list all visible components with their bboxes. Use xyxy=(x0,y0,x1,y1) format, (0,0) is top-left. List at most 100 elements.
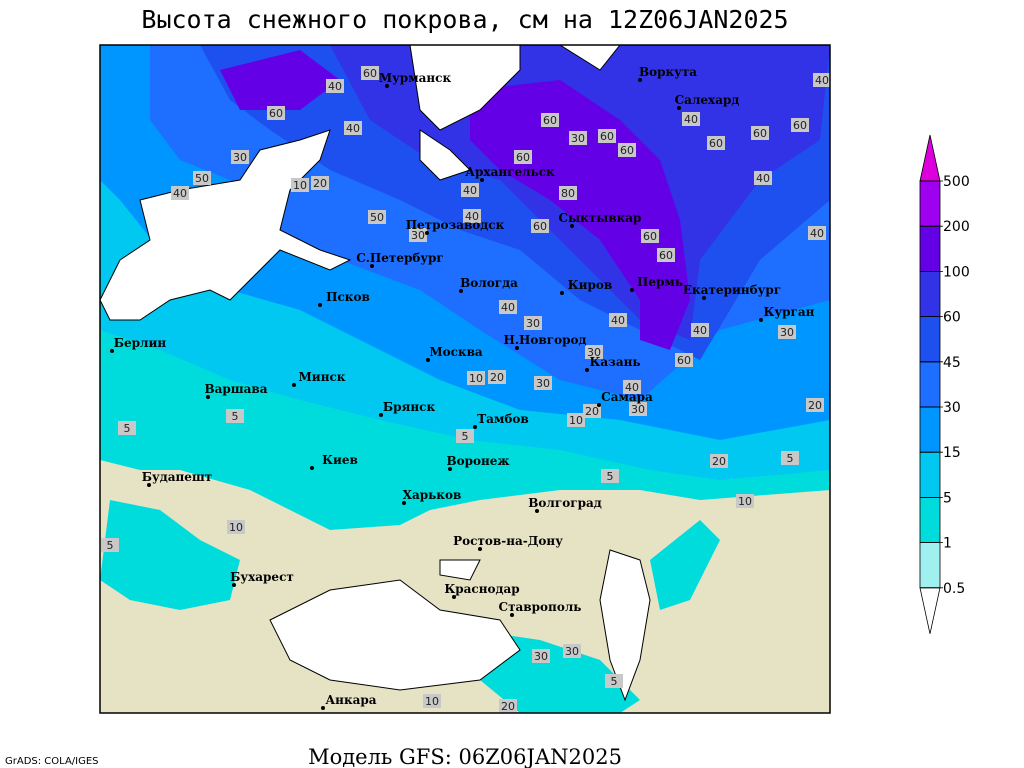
contour-label: 5 xyxy=(462,430,469,443)
contour-label-box xyxy=(524,316,542,330)
city-label: Воронеж xyxy=(446,454,509,468)
contour-label-box xyxy=(601,469,619,483)
title: Высота снежного покрова, см на 12Z06JAN2… xyxy=(141,5,788,34)
city-dot xyxy=(459,289,463,293)
city-dot xyxy=(452,595,456,599)
contour-label: 30 xyxy=(631,403,645,416)
contour-label-box xyxy=(567,413,585,427)
legend-label: 0.5 xyxy=(943,581,965,597)
city-dot xyxy=(385,84,389,88)
city-dot xyxy=(321,706,325,710)
snow-zone xyxy=(220,50,340,110)
contour-label-box xyxy=(813,73,830,87)
contour-label: 40 xyxy=(465,210,479,223)
contour-label-box xyxy=(598,129,616,143)
contour-label-box xyxy=(118,421,136,435)
contour-label: 10 xyxy=(229,521,243,534)
contour-label: 50 xyxy=(195,172,209,185)
city-dot xyxy=(638,78,642,82)
contour-label: 30 xyxy=(571,132,585,145)
contour-label: 5 xyxy=(124,422,131,435)
contour-label-box xyxy=(629,402,647,416)
contour-label: 30 xyxy=(536,377,550,390)
city-label: Сыктывкар xyxy=(559,211,642,225)
contour-label: 40 xyxy=(463,184,477,197)
city-dot xyxy=(535,509,539,513)
contour-label-box xyxy=(563,644,581,658)
contour-label: 20 xyxy=(808,399,822,412)
contour-label-box xyxy=(267,106,285,120)
contour-label: 5 xyxy=(787,452,794,465)
city-dot xyxy=(478,547,482,551)
contour-label: 40 xyxy=(815,74,829,87)
contour-label-box xyxy=(675,353,693,367)
legend-swatch xyxy=(919,542,941,589)
contour-label-box xyxy=(569,131,587,145)
contour-label-box xyxy=(456,429,474,443)
city-label: Волгоград xyxy=(528,496,601,510)
contour-label-box xyxy=(682,112,700,126)
city-label: Ростов-на-Дону xyxy=(453,534,563,548)
city-dot xyxy=(318,303,322,307)
city-label: Пермь xyxy=(637,275,683,289)
contour-label: 40 xyxy=(684,113,698,126)
contour-label: 40 xyxy=(346,122,360,135)
legend-label: 100 xyxy=(943,264,970,280)
city-label: Киев xyxy=(322,453,358,467)
contour-label: 60 xyxy=(600,130,614,143)
legend-swatch xyxy=(919,316,941,363)
city-label: Брянск xyxy=(383,400,436,414)
contour-label: 40 xyxy=(625,381,639,394)
contour-label-box xyxy=(193,171,211,185)
contour-label-box xyxy=(691,323,709,337)
contour-label: 5 xyxy=(107,539,114,552)
contour-label-box xyxy=(559,186,577,200)
contour-label-box xyxy=(467,371,485,385)
city-label: Будапешт xyxy=(142,470,212,484)
contour-label-box xyxy=(344,121,362,135)
contour-label-box xyxy=(101,538,119,552)
city-label: Петрозаводск xyxy=(406,218,505,232)
legend-label: 200 xyxy=(943,219,970,235)
city-label: Варшава xyxy=(204,382,267,396)
city-dot xyxy=(402,501,406,505)
contour-label: 40 xyxy=(756,172,770,185)
contour-label: 40 xyxy=(611,314,625,327)
contour-label: 60 xyxy=(677,354,691,367)
contour-label-box xyxy=(423,694,441,708)
city-dot xyxy=(110,349,114,353)
legend-label: 30 xyxy=(943,400,961,416)
city-label: Архангельск xyxy=(465,165,555,179)
contour-label-box xyxy=(311,176,329,190)
legend-label: 15 xyxy=(943,445,961,461)
contour-label-box xyxy=(488,370,506,384)
legend-swatch xyxy=(919,225,941,272)
contour-label: 40 xyxy=(173,187,187,200)
contour-label: 20 xyxy=(313,177,327,190)
contour-label-box xyxy=(532,649,550,663)
contour-label-box xyxy=(409,228,427,242)
map-frame xyxy=(99,44,831,714)
contour-label: 40 xyxy=(810,227,824,240)
contour-label-box xyxy=(514,150,532,164)
contour-label: 10 xyxy=(738,495,752,508)
contour-label: 20 xyxy=(712,455,726,468)
contour-label-box xyxy=(499,699,517,713)
city-label: Вологда xyxy=(460,276,518,290)
city-dot xyxy=(147,483,151,487)
city-label: Н.Новгород xyxy=(504,333,587,347)
city-label: Минск xyxy=(299,370,346,384)
contour-label: 5 xyxy=(611,675,618,688)
contour-label-box xyxy=(226,409,244,423)
contour-label: 60 xyxy=(753,127,767,140)
contour-label: 10 xyxy=(425,695,439,708)
contour-label-box xyxy=(710,454,728,468)
contour-label-box xyxy=(499,300,517,314)
city-dot xyxy=(570,224,574,228)
contour-label: 30 xyxy=(565,645,579,658)
contour-label: 60 xyxy=(543,114,557,127)
city-dot xyxy=(597,403,601,407)
contour-label-box xyxy=(541,113,559,127)
legend-swatch xyxy=(919,134,941,182)
